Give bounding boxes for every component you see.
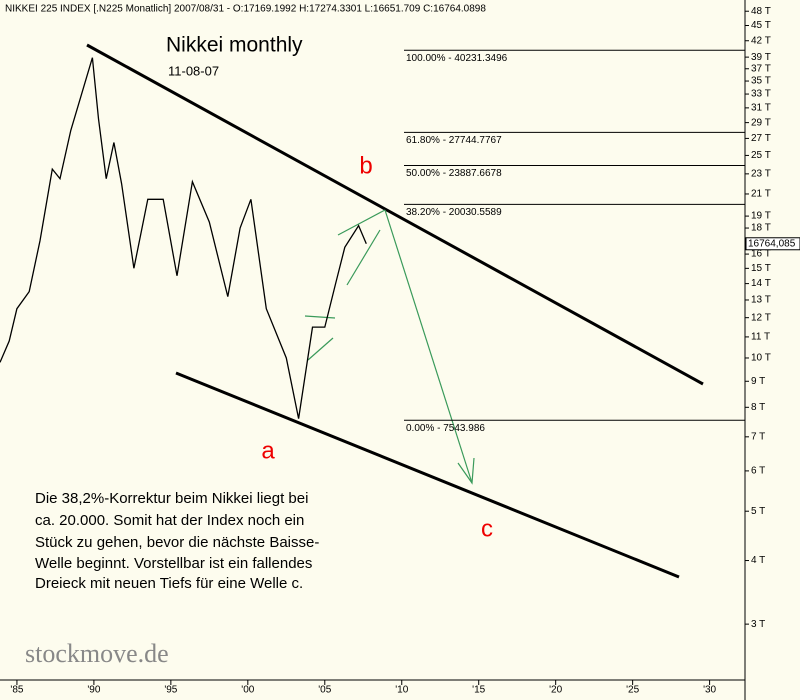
x-tick-label: '25 [626,685,639,696]
x-tick-label: '30 [703,685,716,696]
y-tick-label: 19 T [751,211,771,222]
y-tick-label: 31 T [751,103,771,114]
y-tick-label: 33 T [751,89,771,100]
x-tick-label: '05 [318,685,331,696]
y-tick-label: 10 T [751,353,771,364]
note-line: ca. 20.000. Somit hat der Index noch ein [35,512,304,529]
trend-line [175,371,680,579]
y-tick-label: 39 T [751,52,771,63]
note-line: Stück zu gehen, bevor die nächste Baisse… [35,534,319,551]
watermark: stockmove.de [25,639,169,668]
y-tick-label: 42 T [751,35,771,46]
x-tick-label: '00 [241,685,254,696]
note-line: Dreieck mit neuen Tiefs für eine Welle c… [35,575,303,592]
trend-line [86,43,704,386]
x-tick-label: '90 [87,685,100,696]
drawings [304,209,475,485]
fib-label: 100.00% - 40231.3496 [406,53,508,64]
y-tick-label: 8 T [751,402,765,413]
x-tick-label: '95 [164,685,177,696]
y-tick-label: 14 T [751,278,771,289]
y-tick-label: 27 T [751,133,771,144]
y-tick-label: 6 T [751,466,765,477]
y-tick-label: 29 T [751,117,771,128]
fib-label: 0.00% - 7543.986 [406,423,485,434]
y-tick-label: 48 T [751,6,771,17]
y-tick-label: 45 T [751,20,771,31]
chart-title: Nikkei monthly [166,34,303,57]
x-tick-label: '85 [10,685,23,696]
y-tick-label: 15 T [751,263,771,274]
wave-label: c [481,515,493,542]
y-tick-label: 13 T [751,295,771,306]
y-tick-label: 7 T [751,431,765,442]
y-tick-label: 35 T [751,76,771,87]
price-line [0,57,367,419]
x-tick-label: '10 [395,685,408,696]
last-price-label: 16764,085 [748,238,796,249]
y-tick-label: 3 T [751,619,765,630]
y-tick-label: 21 T [751,189,771,200]
y-tick-label: 16 T [751,249,771,260]
y-tick-label: 23 T [751,168,771,179]
y-tick-label: 9 T [751,376,765,387]
wave-label: a [261,437,275,464]
header: NIKKEI 225 INDEX [.N225 Monatlich] 2007/… [5,4,486,15]
fib-label: 50.00% - 23887.6678 [406,168,502,179]
fib-label: 38.20% - 20030.5589 [406,207,502,218]
wave-label: b [359,152,372,179]
fib-label: 61.80% - 27744.7767 [406,135,502,146]
y-tick-label: 18 T [751,223,771,234]
last-price-box [745,237,800,251]
y-tick-label: 25 T [751,150,771,161]
note: Die 38,2%-Korrektur beim Nikkei liegt be… [35,490,319,592]
note-line: Die 38,2%-Korrektur beim Nikkei liegt be… [35,490,308,507]
chart-subtitle: 11-08-07 [168,63,219,78]
note-line: Welle beginnt. Vorstellbar ist ein falle… [35,555,312,572]
y-tick-label: 12 T [751,312,771,323]
y-tick-label: 5 T [751,506,765,517]
y-tick-label: 11 T [751,332,770,343]
x-tick-label: '15 [472,685,485,696]
x-tick-label: '20 [549,685,562,696]
y-tick-label: 4 T [751,555,765,566]
y-tick-label: 37 T [751,63,771,74]
